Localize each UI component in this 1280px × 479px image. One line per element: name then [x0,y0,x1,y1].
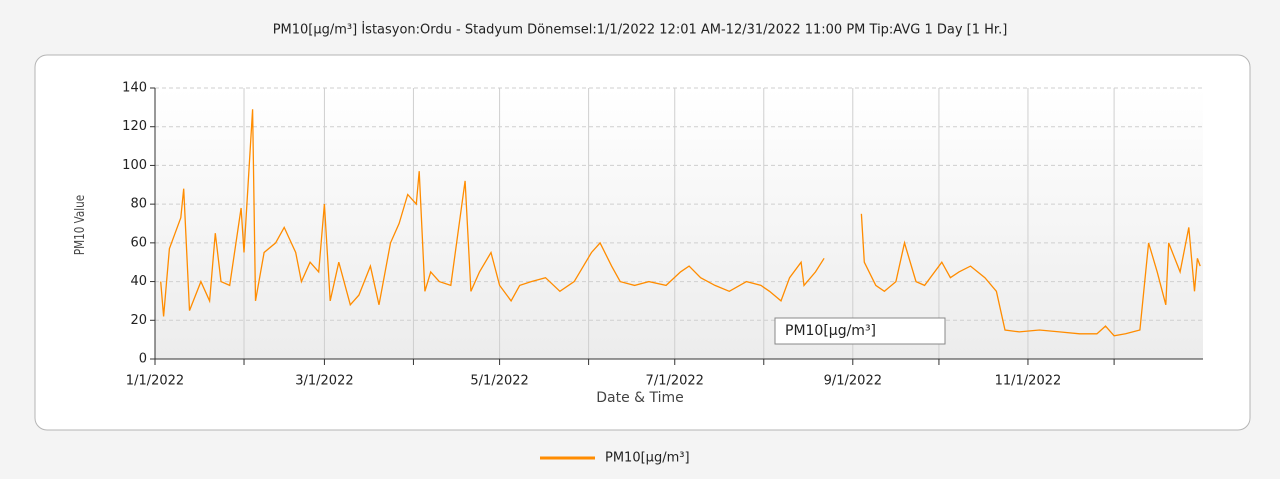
y-axis-label: PM10 Value [72,195,87,255]
tooltip-text: PM10[µg/m³] [785,323,876,339]
y-tick-label: 120 [122,119,147,134]
y-tick-label: 40 [130,274,147,289]
y-tick-label: 100 [122,158,147,173]
x-tick-label: 11/1/2022 [995,374,1062,389]
series-line [160,109,1201,337]
y-tick-label: 140 [122,81,147,96]
x-tick-label: 7/1/2022 [646,374,704,389]
y-tick-label: 20 [130,313,147,328]
chart-title: PM10[µg/m³] İstasyon:Ordu - Stadyum Döne… [273,22,1008,38]
x-tick-label: 3/1/2022 [295,374,353,389]
y-tick-label: 60 [130,235,147,250]
x-tick-label: 1/1/2022 [126,374,184,389]
y-tick-label: 80 [130,197,147,212]
x-axis-label: Date & Time [596,390,684,406]
plot-area [155,88,1203,359]
y-tick-label: 0 [139,352,147,367]
x-tick-label: 9/1/2022 [824,374,882,389]
legend-label: PM10[µg/m³] [605,451,690,466]
tooltip-box [774,317,946,345]
x-tick-label: 5/1/2022 [470,374,528,389]
